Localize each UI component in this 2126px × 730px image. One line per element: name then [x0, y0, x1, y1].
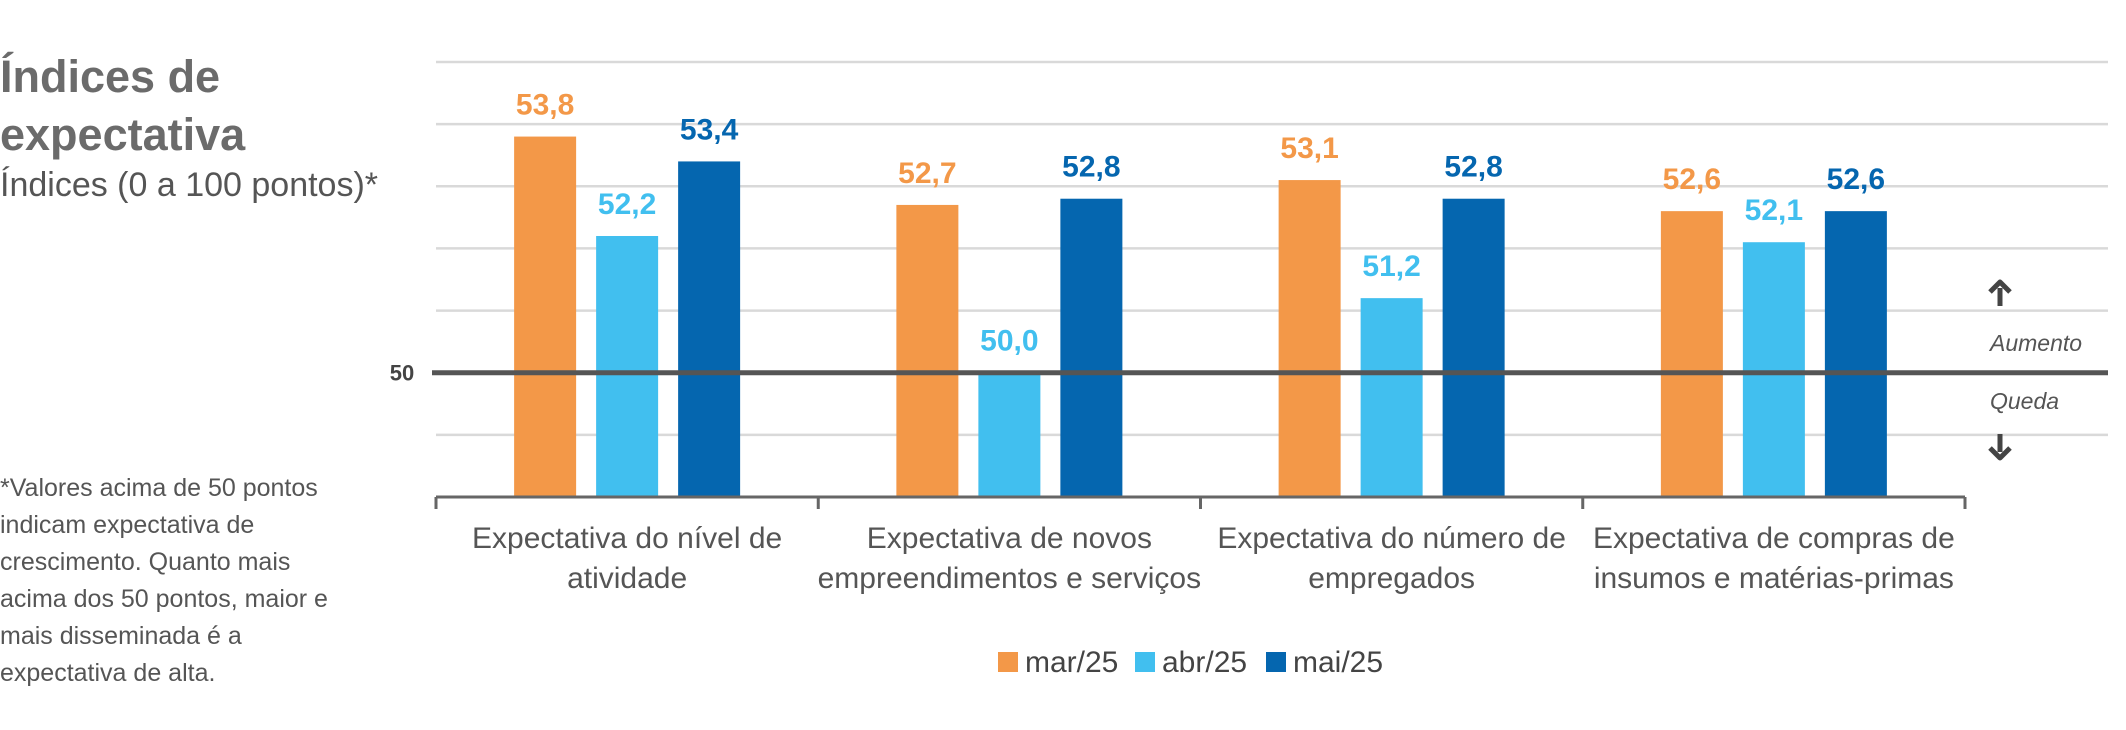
footnote: *Valores acima de 50 pontos indicam expe… — [0, 474, 328, 687]
data-label: 53,8 — [516, 89, 574, 122]
bar-abr-25 — [978, 372, 1041, 497]
legend-label: mar/25 — [1025, 646, 1118, 679]
bar-abr-25 — [1360, 298, 1423, 497]
data-label: 53,1 — [1280, 132, 1338, 165]
bar-abr-25 — [1742, 242, 1805, 497]
legend-label: abr/25 — [1162, 646, 1247, 679]
data-label: 51,2 — [1362, 250, 1420, 283]
label-aumento: Aumento — [1988, 330, 2082, 356]
data-label: 50,0 — [980, 325, 1038, 358]
category-label: Expectativa de compras de insumos e matér… — [1593, 522, 1955, 595]
bar-mai-25 — [678, 161, 741, 497]
data-label: 52,6 — [1663, 163, 1721, 196]
bar-mai-25 — [1442, 198, 1505, 497]
reference-label: 50 — [390, 361, 414, 386]
bar-mai-25 — [1824, 211, 1887, 497]
legend-label: mai/25 — [1293, 646, 1383, 679]
data-label: 52,6 — [1827, 163, 1885, 196]
bar-mar-25 — [1278, 180, 1341, 498]
legend-swatch — [1135, 652, 1155, 672]
data-label: 52,7 — [898, 157, 956, 190]
legend: mar/25 abr/25 mai/25 — [998, 646, 1383, 679]
legend-swatch — [998, 652, 1018, 672]
bar-mai-25 — [1060, 198, 1123, 497]
arrow-down-icon — [1988, 434, 2012, 461]
label-queda: Queda — [1990, 388, 2059, 414]
x-axis: Expectativa do nível de atividade Expectat… — [434, 495, 1967, 595]
category-label: Expectativa do nível de atividade — [472, 522, 782, 595]
data-label: 52,1 — [1745, 194, 1803, 227]
side-indicators: Aumento Queda — [1988, 279, 2082, 461]
bar-abr-25 — [596, 236, 659, 497]
bar-mar-25 — [1660, 211, 1723, 497]
bars: 53,8 52,2 53,4 52,7 50,0 52,8 53,1 51,2 52,8 52,6… — [390, 89, 2108, 498]
bar-mar-25 — [896, 204, 959, 497]
chart-title: Índices de expectativa — [0, 51, 246, 160]
data-label: 52,2 — [598, 188, 656, 221]
arrow-up-icon — [1988, 279, 2012, 306]
chart-subtitle: Índices (0 a 100 pontos)* — [0, 166, 379, 204]
category-label: Expectativa do número de empregados — [1217, 522, 1566, 595]
legend-swatch — [1266, 652, 1286, 672]
data-label: 52,8 — [1444, 151, 1502, 184]
bar-mar-25 — [514, 136, 577, 498]
data-label: 53,4 — [680, 113, 739, 146]
data-label: 52,8 — [1062, 151, 1120, 184]
category-label: Expectativa de novos empreendimentos e se… — [818, 522, 1202, 595]
